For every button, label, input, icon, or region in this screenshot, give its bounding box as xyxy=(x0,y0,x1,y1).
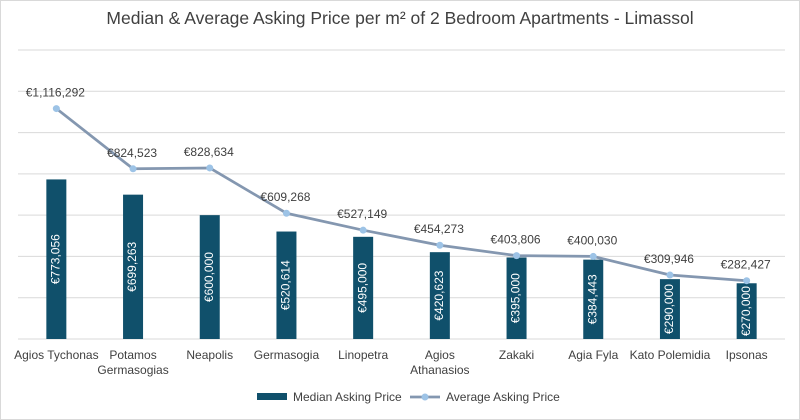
gridlines xyxy=(18,49,785,340)
x-tick-label: Potamos Germasogias xyxy=(97,348,168,377)
average-data-label: €609,268 xyxy=(260,190,310,204)
legend-label-average: Average Asking Price xyxy=(446,390,560,404)
average-data-label: €828,634 xyxy=(184,145,234,159)
bar-data-label: €495,000 xyxy=(355,263,369,313)
legend-swatch-median xyxy=(257,393,287,400)
bar-data-label: €384,443 xyxy=(585,274,599,324)
legend: Median Asking Price Average Asking Price xyxy=(257,390,560,404)
average-series-line xyxy=(55,107,747,283)
average-data-label: €454,273 xyxy=(414,222,464,236)
average-point xyxy=(52,105,60,113)
average-data-label: €1,116,292 xyxy=(26,86,85,100)
x-tick-label: Ipsonas xyxy=(726,348,768,362)
bar xyxy=(583,259,604,339)
bar-data-label: €270,000 xyxy=(739,286,753,336)
average-point xyxy=(206,164,214,172)
average-data-label: €400,030 xyxy=(567,233,617,247)
average-point xyxy=(666,271,674,279)
bar-labels: €773,056 €699,263 €600,000 €520,614 €495,000… xyxy=(49,234,753,336)
bar xyxy=(506,257,527,339)
bar-data-label: €420,623 xyxy=(432,270,446,320)
average-point xyxy=(743,277,751,285)
average-point xyxy=(436,241,444,249)
bar-data-label: €600,000 xyxy=(202,252,216,302)
bar xyxy=(659,279,680,339)
average-data-label: €403,806 xyxy=(491,233,541,247)
bar xyxy=(736,283,757,339)
x-tick-label: Agia Fyla xyxy=(568,348,618,362)
average-data-label: €824,523 xyxy=(107,146,157,160)
line-labels: €1,116,292 €824,523 €828,634 €609,268 €527,1… xyxy=(26,86,771,272)
bar-data-label: €290,000 xyxy=(662,284,676,334)
average-point xyxy=(589,252,597,260)
average-data-label: €527,149 xyxy=(337,207,387,221)
legend-swatch-average-marker xyxy=(421,393,429,401)
x-tick-label: Agios Athanasios xyxy=(410,348,469,377)
bar xyxy=(353,236,374,339)
average-line xyxy=(52,105,751,285)
average-point xyxy=(359,226,367,234)
x-tick-label: Germasogia xyxy=(254,348,320,362)
bar-data-label: €520,614 xyxy=(279,260,293,310)
chart-title: Median & Average Asking Price per m² of … xyxy=(106,8,694,28)
bar xyxy=(276,231,297,339)
average-point xyxy=(513,252,521,260)
x-tick-label: Neapolis xyxy=(186,348,233,362)
average-data-label: €282,427 xyxy=(721,258,771,272)
bar xyxy=(46,179,67,339)
bar-data-label: €395,000 xyxy=(509,273,523,323)
bar xyxy=(123,194,144,339)
x-tick-label: Linopetra xyxy=(338,348,388,362)
average-point xyxy=(282,209,290,217)
bar-data-label: €773,056 xyxy=(49,234,63,284)
legend-label-median: Median Asking Price xyxy=(293,390,402,404)
bars xyxy=(46,179,757,339)
average-data-label: €309,946 xyxy=(644,252,694,266)
bar xyxy=(429,252,450,339)
average-point xyxy=(129,165,137,173)
x-tick-labels: Agios Tychonas Potamos Germasogias Neapolis… xyxy=(14,348,768,377)
bar-data-label: €699,263 xyxy=(125,241,139,291)
x-tick-label: Agios Tychonas xyxy=(14,348,99,362)
x-tick-label: Zakaki xyxy=(499,348,534,362)
x-tick-label: Kato Polemidia xyxy=(630,348,711,362)
bar xyxy=(199,215,220,339)
